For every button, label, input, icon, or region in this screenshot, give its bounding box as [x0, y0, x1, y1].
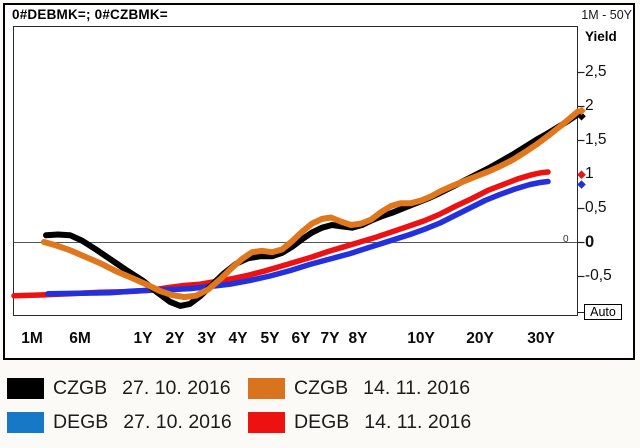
legend-label-instrument: DEGB: [53, 410, 109, 433]
y-axis-tick-label: 1: [585, 165, 594, 182]
end-marker-czgb-27-10-2016: [577, 111, 586, 121]
legend-label-date: 14. 11. 2016: [364, 410, 472, 433]
y-axis-tick-label: 1,5: [585, 131, 607, 148]
legend-swatch: [248, 411, 285, 433]
x-axis-tick-label: 1Y: [133, 330, 153, 347]
legend-label-date: 27. 10. 2016: [123, 410, 232, 433]
y-axis-tick-label: -0,5: [585, 267, 612, 284]
chart-widget: [3, 3, 635, 360]
legend-label-date: 14. 11. 2016: [363, 376, 471, 399]
legend-swatch: [7, 411, 44, 433]
legend-item-degb-27-10-2016: DEGB 27. 10. 2016: [7, 411, 232, 433]
legend-swatch: [7, 377, 44, 399]
x-axis-tick-label: 3Y: [197, 330, 217, 347]
legend-label-date: 27. 10. 2016: [122, 376, 231, 399]
legend-item-czgb-27-10-2016: CZGB 27. 10. 2016: [7, 377, 231, 399]
x-axis-tick-label: 5Y: [260, 330, 280, 347]
series-line-czgb-14-11-2016: [41, 108, 581, 301]
x-axis-tick-label: 30Y: [527, 330, 555, 347]
tenor-range-label: 1M - 50Y: [581, 8, 632, 22]
x-axis-tick-label: 7Y: [320, 330, 340, 347]
legend-item-czgb-14-11-2016: CZGB 14. 11. 2016: [248, 377, 470, 399]
y-axis-title: Yield: [585, 29, 617, 44]
x-axis-tick-label: 10Y: [407, 330, 435, 347]
y-axis-tick-label: 2: [585, 97, 594, 114]
x-axis-tick-label: 6M: [69, 330, 91, 347]
end-marker-czgb-14-11-2016: [577, 106, 586, 116]
x-axis-tick-label: 4Y: [228, 330, 248, 347]
y-axis-tick-label: 2,5: [585, 63, 607, 80]
legend-item-degb-14-11-2016: DEGB 14. 11. 2016: [248, 411, 471, 433]
series-line-degb-14-11-2016: [11, 169, 551, 299]
y-axis-tick-label: 0,5: [585, 199, 607, 216]
x-axis-tick-label: 1M: [21, 330, 43, 347]
legend-label-instrument: CZGB: [53, 376, 108, 399]
zero-line-inline-label: 0: [563, 234, 569, 245]
x-axis-tick-label: 6Y: [291, 330, 311, 347]
plot-border: [13, 26, 578, 316]
chart-title: 0#DEBMK=; 0#CZBMK=: [12, 7, 168, 22]
auto-scale-button[interactable]: Auto: [584, 304, 622, 320]
end-marker-degb-14-11-2016: [577, 170, 586, 179]
legend-label-instrument: DEGB: [294, 410, 350, 433]
legend-swatch: [248, 377, 285, 399]
legend-label-instrument: CZGB: [294, 376, 349, 399]
y-axis-tick-label: 0: [585, 233, 595, 251]
end-marker-degb-27-10-2016: [577, 180, 586, 189]
x-axis-tick-label: 20Y: [466, 330, 494, 347]
x-axis-tick-label: 2Y: [165, 330, 185, 347]
x-axis-tick-label: 8Y: [348, 330, 368, 347]
